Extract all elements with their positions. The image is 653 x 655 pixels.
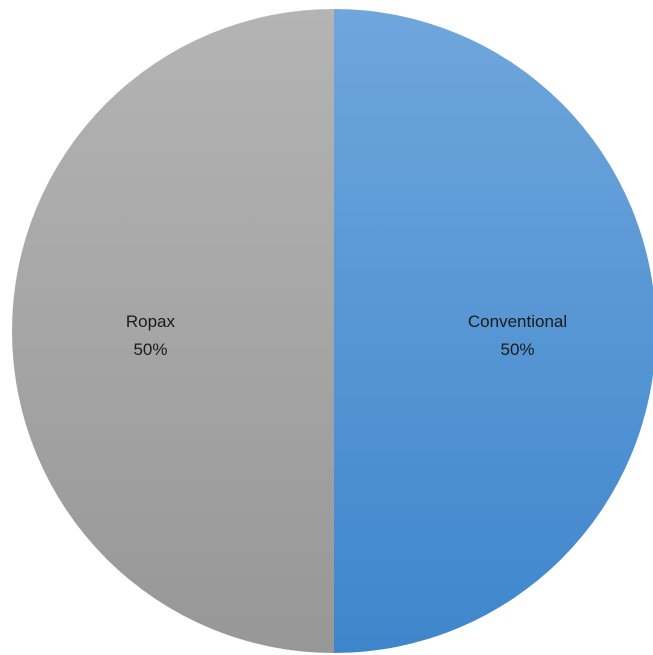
pie-slice-conventional [334,9,653,653]
slice-label-conventional: Conventional [468,312,567,331]
pie-labels: Conventional 50% Ropax 50% [126,312,567,359]
pie-slices [12,9,653,653]
slice-label-ropax: Ropax [126,312,176,331]
slice-percent-ropax: 50% [133,340,167,359]
slice-percent-conventional: 50% [501,340,535,359]
pie-slice-ropax [12,9,334,653]
